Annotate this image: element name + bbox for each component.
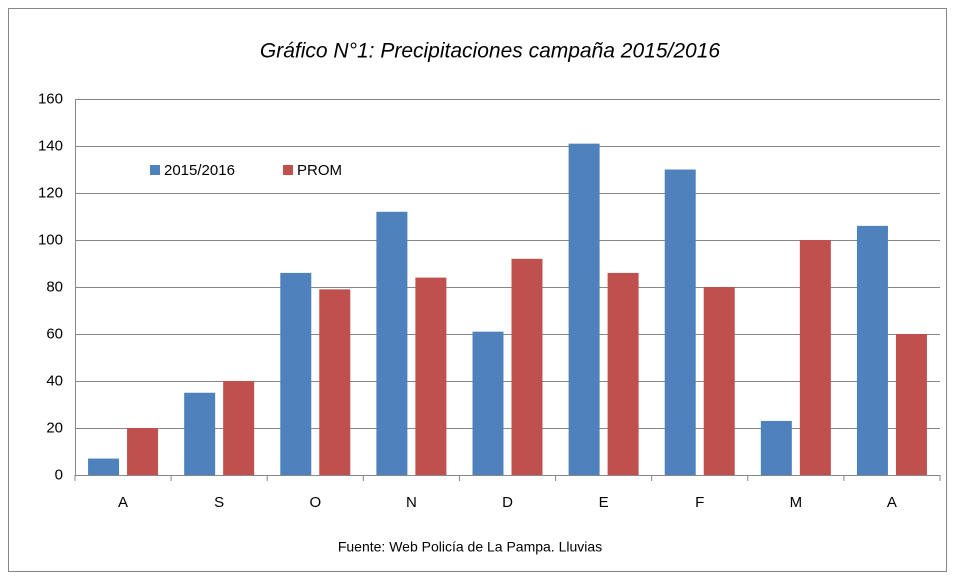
- chart-border: [8, 8, 947, 572]
- bar: [607, 272, 639, 475]
- bar: [799, 240, 831, 475]
- y-tick-label: 60: [46, 325, 63, 342]
- bar: [511, 258, 543, 475]
- bar: [703, 287, 735, 475]
- y-tick-label: 40: [46, 372, 63, 389]
- bar: [664, 169, 696, 475]
- x-tick-label: E: [599, 494, 609, 511]
- y-tick-label: 80: [46, 278, 63, 295]
- bar: [88, 458, 120, 475]
- y-tick-label: 0: [55, 466, 63, 483]
- y-tick-label: 20: [46, 419, 63, 436]
- x-tick-label: S: [214, 494, 224, 511]
- bar: [184, 392, 216, 475]
- y-tick-label: 120: [38, 184, 63, 201]
- bar: [568, 143, 600, 475]
- x-tick-label: O: [309, 494, 321, 511]
- x-tick-label: D: [502, 494, 513, 511]
- legend-label: PROM: [297, 162, 342, 179]
- legend-swatch: [283, 165, 293, 175]
- y-tick-label: 100: [38, 231, 63, 248]
- x-tick-label: A: [887, 494, 897, 511]
- bar: [223, 381, 255, 475]
- legend-swatch: [150, 165, 160, 175]
- bar: [415, 277, 447, 475]
- bar: [760, 420, 792, 475]
- bar: [127, 428, 159, 475]
- chart-title: Gráfico N°1: Precipitaciones campaña 201…: [260, 40, 720, 63]
- x-tick-label: M: [790, 494, 803, 511]
- y-tick-label: 140: [38, 137, 63, 154]
- x-tick-label: A: [118, 494, 128, 511]
- bar: [280, 272, 312, 475]
- x-tick-label: F: [695, 494, 704, 511]
- x-tick-label: N: [406, 494, 417, 511]
- legend-label: 2015/2016: [164, 162, 235, 179]
- bar: [472, 331, 504, 475]
- bar: [856, 225, 888, 475]
- y-tick-label: 160: [38, 90, 63, 107]
- bar: [376, 211, 408, 476]
- bar: [319, 289, 351, 475]
- source-note: Fuente: Web Policía de La Pampa. Lluvias: [338, 539, 602, 555]
- bar: [895, 334, 927, 475]
